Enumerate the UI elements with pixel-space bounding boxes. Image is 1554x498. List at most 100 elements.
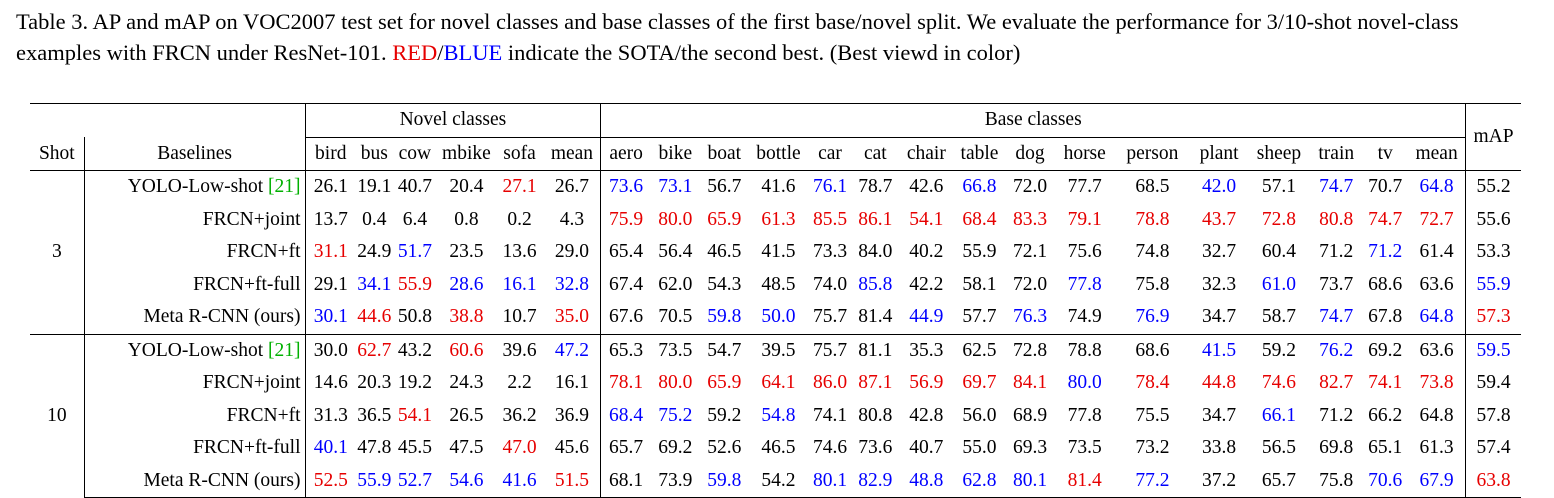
base-ap-cell: 73.1 [650,170,700,204]
base-col-header: dog [1005,137,1055,171]
base-ap-cell: 39.5 [748,333,809,367]
base-ap-cell: 85.8 [858,273,893,295]
base-ap-cell: 62.8 [953,464,1005,498]
base-ap-cell: 74.8 [1135,241,1170,263]
base-ap-cell: 67.9 [1408,464,1467,498]
caption-text-2: indicate the SOTA/the second best. (Best… [502,40,1021,65]
novel-ap-cell: 24.9 [357,241,392,263]
base-ap-cell: 44.8 [1202,372,1237,394]
base-ap-cell: 75.5 [1135,404,1170,426]
base-col-header: bottle [748,137,809,171]
novel-ap-cell: 54.6 [437,464,496,498]
base-ap-cell: 74.7 [1319,306,1354,328]
base-ap-cell: 73.2 [1135,437,1170,459]
novel-ap-cell: 36.5 [357,404,392,426]
base-ap-cell: 57.7 [962,306,997,328]
base-ap-cell: 76.1 [808,170,852,204]
baseline-name-cell: FRCN+ft-full [84,432,306,465]
base-col-header: chair [898,137,954,171]
novel-ap-cell: 36.9 [543,399,602,432]
novel-ap-cell: 16.1 [543,367,602,400]
baseline-name-cell: FRCN+ft [84,236,306,269]
base-ap-cell: 69.3 [1012,437,1048,459]
base-ap-cell: 65.9 [707,208,742,230]
novel-ap-cell: 55.9 [397,273,432,295]
base-ap-cell: 78.1 [609,372,644,394]
base-ap-cell: 59.2 [1247,333,1311,367]
map-header: mAP [1465,103,1521,171]
base-ap-cell: 65.4 [609,241,644,263]
base-ap-cell: 41.5 [761,241,796,263]
map-cell: 59.4 [1476,372,1511,394]
base-ap-cell: 64.8 [1408,170,1467,204]
base-ap-cell: 76.9 [1135,306,1170,328]
base-ap-cell: 81.4 [1055,464,1115,498]
base-ap-cell: 43.7 [1202,208,1237,230]
base-ap-cell: 75.7 [812,306,848,328]
baseline-name-cell: Meta R-CNN (ours) [84,464,306,498]
base-ap-cell: 87.1 [858,372,893,394]
base-ap-cell: 65.7 [609,437,644,459]
base-ap-cell: 74.7 [1310,170,1363,204]
novel-ap-cell: 13.6 [502,241,537,263]
base-col-header: car [808,137,852,171]
base-ap-cell: 67.8 [1368,306,1403,328]
novel-ap-cell: 20.4 [437,170,496,204]
base-ap-cell: 74.9 [1067,306,1102,328]
base-ap-cell: 34.7 [1202,306,1237,328]
base-ap-cell: 76.2 [1310,333,1363,367]
novel-ap-cell: 29.1 [313,273,348,295]
base-ap-cell: 61.3 [1408,432,1467,465]
base-ap-cell: 32.7 [1202,241,1237,263]
map-cell: 53.3 [1476,241,1511,263]
novel-ap-cell: 40.1 [313,437,348,459]
novel-ap-cell: 52.5 [305,464,357,498]
base-ap-cell: 42.2 [909,273,944,295]
novel-ap-cell: 31.1 [313,241,348,263]
base-ap-cell: 68.6 [1114,333,1191,367]
novel-ap-cell: 29.0 [543,236,602,269]
base-ap-cell: 80.1 [808,464,852,498]
base-ap-cell: 33.8 [1202,437,1237,459]
novel-ap-cell: 20.3 [357,372,392,394]
novel-ap-cell: 52.7 [392,464,438,498]
base-ap-cell: 73.8 [1408,367,1467,400]
novel-ap-cell: 43.2 [392,333,438,367]
novel-ap-cell: 41.6 [495,464,544,498]
novel-ap-cell: 28.6 [449,273,484,295]
base-ap-cell: 65.7 [1247,464,1311,498]
base-ap-cell: 65.3 [600,333,651,367]
base-ap-cell: 73.5 [650,333,700,367]
base-ap-cell: 73.5 [1067,437,1102,459]
table-row: 3 YOLO-Low-shot [21] 26.1 19.1 40.7 20.4 27.1 2… [30,170,1521,334]
base-col-header: person [1114,137,1191,171]
base-ap-cell: 78.8 [1055,333,1115,367]
base-ap-cell: 70.6 [1362,464,1409,498]
base-ap-cell: 61.0 [1261,273,1297,295]
base-ap-cell: 75.8 [1135,273,1170,295]
base-ap-cell: 54.8 [761,404,796,426]
baseline-name-cell: FRCN+ft [84,399,306,432]
novel-ap-cell: 40.7 [392,170,438,204]
novel-ap-cell: 19.1 [356,170,393,204]
base-ap-cell: 56.5 [1261,437,1297,459]
shot-cell: 10 [30,333,85,498]
novel-ap-cell: 23.5 [449,241,484,263]
base-ap-cell: 78.4 [1135,372,1170,394]
base-ap-cell: 80.8 [858,404,893,426]
base-ap-cell: 61.4 [1408,236,1467,269]
base-col-header: mean [1408,137,1467,171]
novel-col-header: bird [305,137,357,171]
base-ap-cell: 54.2 [748,464,809,498]
base-ap-cell: 59.2 [707,404,742,426]
baseline-name: FRCN+ft-full [193,273,301,295]
base-ap-cell: 80.0 [658,208,693,230]
novel-ap-cell: 45.6 [543,432,602,465]
base-ap-cell: 67.6 [609,306,644,328]
base-ap-cell: 81.1 [851,333,899,367]
base-ap-cell: 56.4 [658,241,693,263]
novel-ap-cell: 55.9 [356,464,393,498]
base-ap-cell: 61.3 [761,208,796,230]
novel-ap-cell: 0.2 [507,208,532,230]
novel-classes-header: Novel classes [305,103,602,138]
